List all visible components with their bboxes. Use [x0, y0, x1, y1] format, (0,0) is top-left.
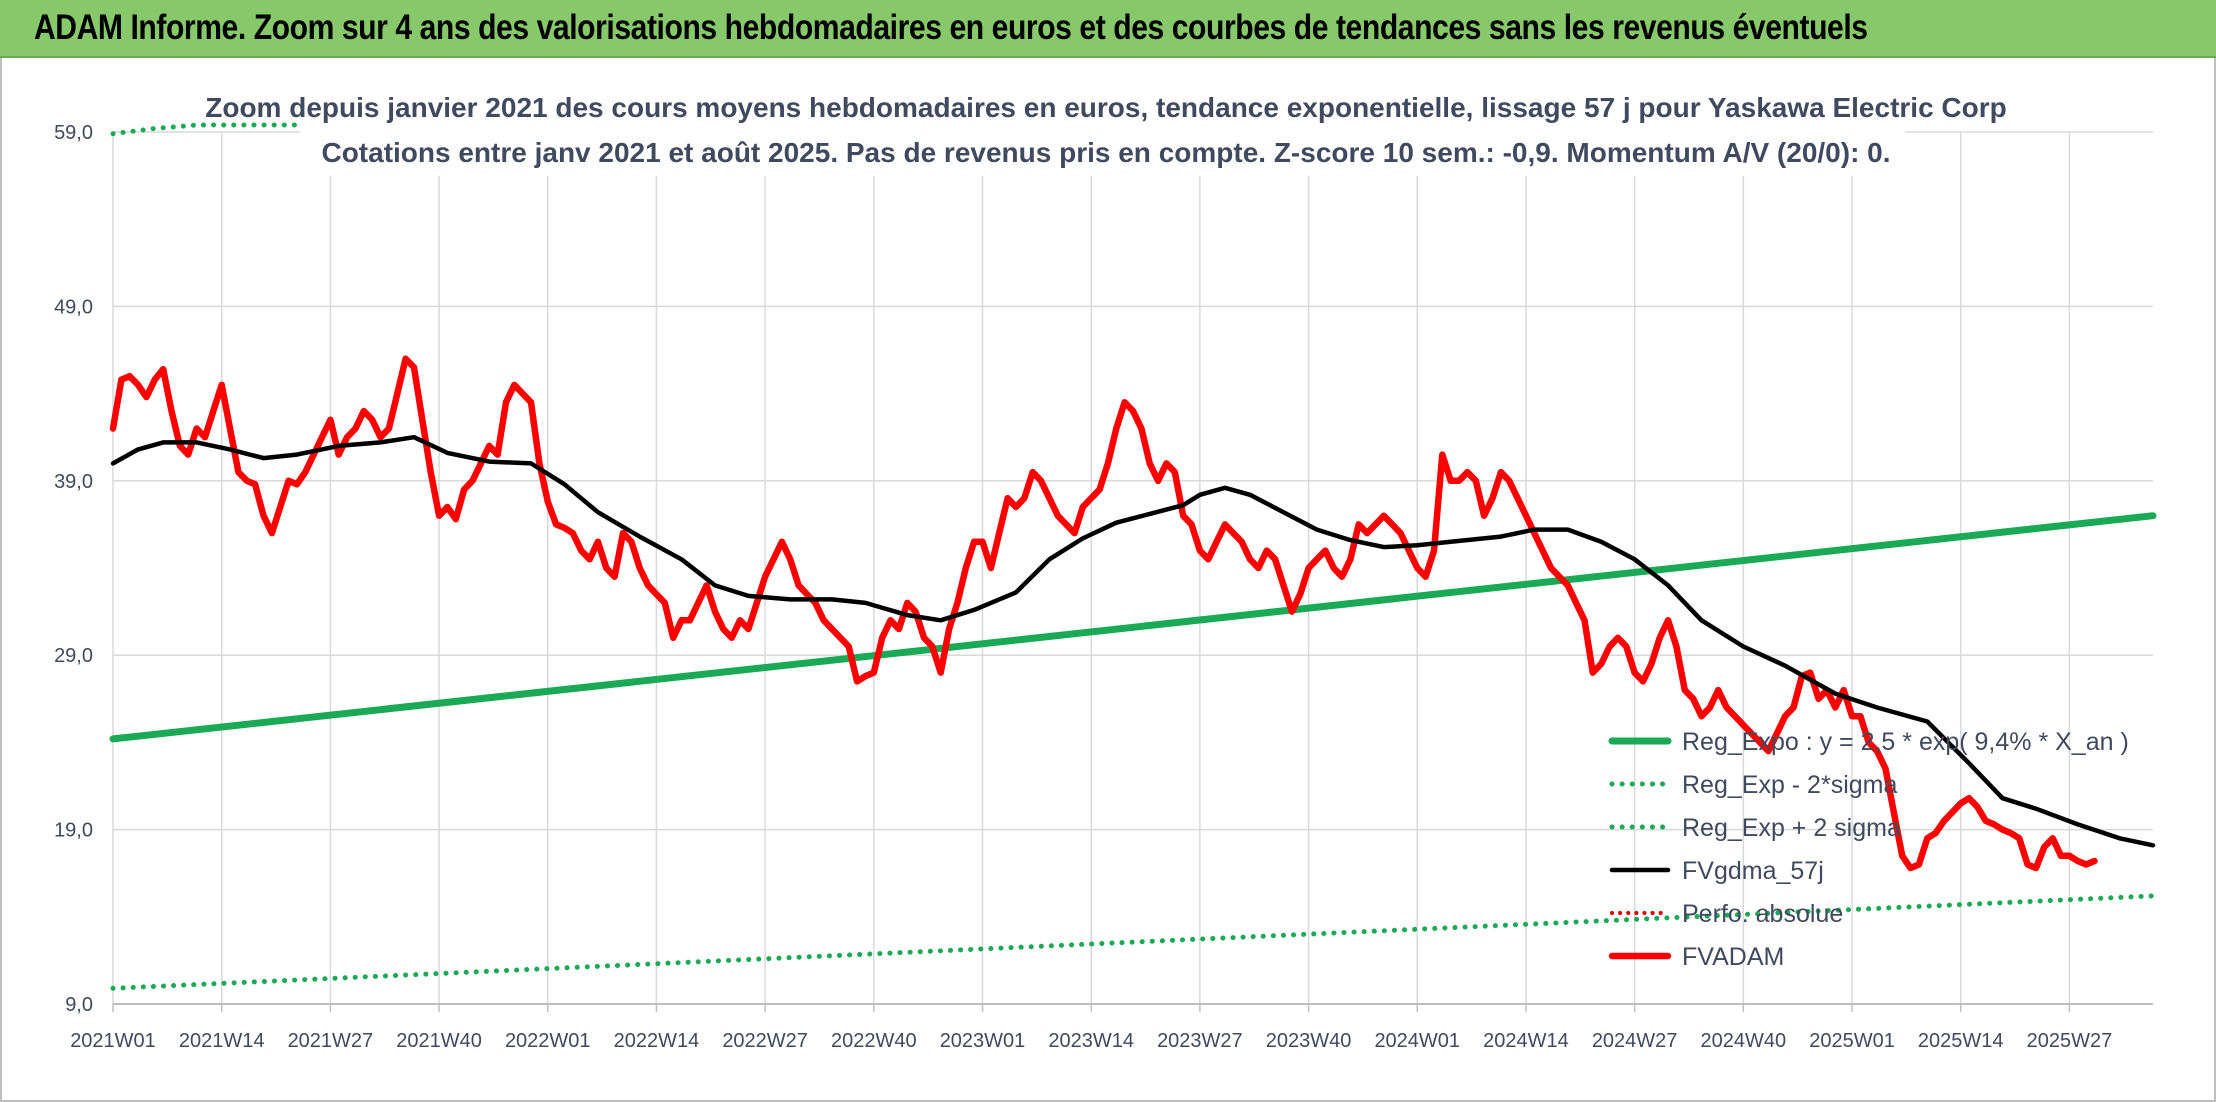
legend-label-reg-exp-2-sigma: Reg_Exp + 2 sigma: [1682, 814, 1901, 842]
y-tick-label: 19,0: [54, 820, 93, 842]
y-tick-label: 29,0: [54, 645, 93, 667]
y-tick-label: 49,0: [54, 296, 93, 318]
x-tick-label: 2022W01: [505, 1030, 591, 1052]
legend: Reg_Expo : y = 2,5 * exp( 9,4% * X_an ) R…: [1608, 728, 2129, 971]
x-tick-label: 2025W14: [1918, 1030, 2004, 1052]
series-line-reg-exp-2-sigma: [110, 893, 2156, 991]
legend-label-fvgdma-57j: FVgdma_57j: [1682, 857, 1824, 885]
title-backdrop: [300, 80, 1905, 176]
y-axis-ticks: 9,0 19,0 29,0 39,0 49,0 59,0: [54, 122, 93, 1016]
legend-label-reg-exp-2-sigma: Reg_Exp - 2*sigma: [1682, 771, 1897, 799]
page-title: ADAM Informe. Zoom sur 4 ans des valoris…: [34, 8, 1868, 47]
series-line-fvgdma-57j: [110, 434, 2156, 848]
y-tick-label: 39,0: [54, 471, 93, 493]
series-layer: [109, 122, 2157, 991]
series-line-reg-exp-2-sigma: [110, 122, 300, 137]
x-tick-label: 2021W14: [179, 1030, 265, 1052]
grid-lines: [112, 131, 2153, 1012]
legend-label-perfo-absolue: Perfo. absolue: [1682, 900, 1843, 928]
chart-subtitle: Cotations entre janv 2021 et août 2025. …: [321, 137, 1890, 168]
x-tick-label: 2025W01: [1809, 1030, 1895, 1052]
series-line-fvadam: [109, 355, 2098, 872]
y-tick-label: 59,0: [54, 122, 93, 144]
x-tick-label: 2024W27: [1592, 1030, 1678, 1052]
y-tick-label: 9,0: [65, 994, 93, 1016]
x-tick-label: 2023W27: [1157, 1030, 1243, 1052]
x-tick-label: 2024W01: [1374, 1030, 1460, 1052]
x-tick-label: 2024W40: [1701, 1030, 1787, 1052]
x-tick-label: 2022W27: [722, 1030, 808, 1052]
x-tick-label: 2021W27: [288, 1030, 374, 1052]
x-tick-label: 2023W01: [940, 1030, 1026, 1052]
chart-title: Zoom depuis janvier 2021 des cours moyen…: [205, 92, 2007, 123]
header-banner: ADAM Informe. Zoom sur 4 ans des valoris…: [0, 0, 2216, 58]
series-line-reg-expo-y-2-5-exp-9-4-x-an: [109, 512, 2157, 743]
x-tick-label: 2025W27: [2027, 1030, 2113, 1052]
x-tick-label: 2021W01: [70, 1030, 156, 1052]
x-tick-label: 2022W14: [614, 1030, 700, 1052]
x-tick-label: 2022W40: [831, 1030, 917, 1052]
x-tick-label: 2021W40: [396, 1030, 482, 1052]
legend-label-fvadam: FVADAM: [1682, 943, 1784, 971]
x-tick-label: 2023W14: [1048, 1030, 1134, 1052]
legend-label-reg-expo-y-2-5-exp-9-4-x-an: Reg_Expo : y = 2,5 * exp( 9,4% * X_an ): [1682, 728, 2129, 756]
x-axis-ticks: 2021W01 2021W14 2021W27 2021W40 2022W01 2022W…: [70, 1030, 2112, 1052]
x-tick-label: 2024W14: [1483, 1030, 1569, 1052]
x-tick-label: 2023W40: [1266, 1030, 1352, 1052]
